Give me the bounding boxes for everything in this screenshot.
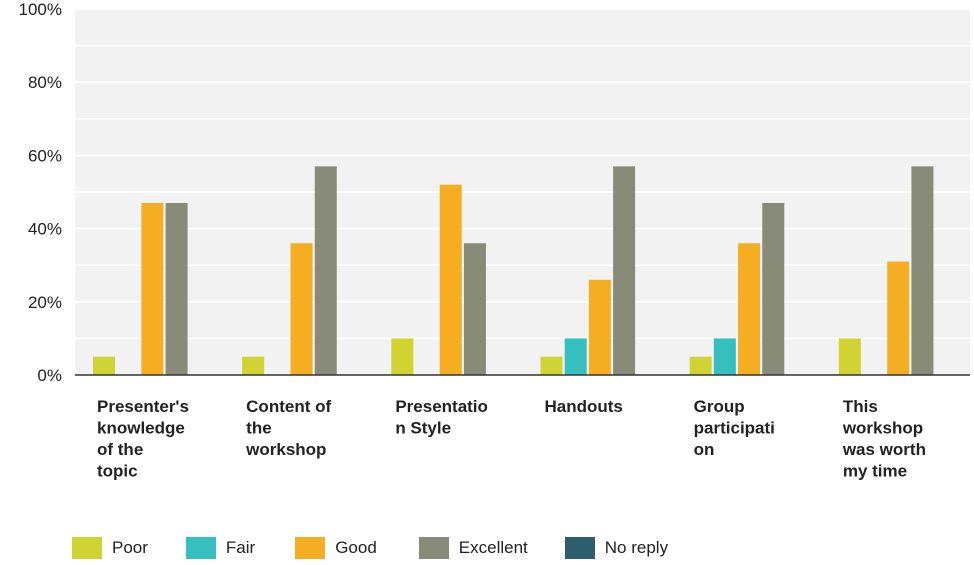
bar-good [291,243,313,375]
bar-excellent [464,243,486,375]
bar-poor [93,357,115,375]
bar-poor [541,357,563,375]
legend-item-fair: Fair [186,537,255,559]
x-category-label: Presenter's knowledge of the topic [97,397,189,481]
x-category-label: Presentatio n Style [395,397,488,438]
legend-swatch [419,537,449,559]
bar-good [440,185,462,375]
x-category-label: Group participati on [694,397,775,459]
y-tick-label: 80% [28,73,62,92]
legend-item-excellent: Excellent [419,537,528,559]
bar-good [738,243,760,375]
legend-item-no-reply: No reply [565,537,668,559]
bar-fair [714,338,736,375]
y-tick-label: 0% [37,366,62,385]
bar-good [141,203,163,375]
y-tick-label: 100% [19,0,62,19]
bar-poor [690,357,712,375]
legend-swatch [72,537,102,559]
y-tick-label: 40% [28,220,62,239]
legend-label: Good [335,538,377,558]
legend-label: No reply [605,538,668,558]
x-category-label: Content of the workshop [245,397,331,459]
bar-excellent [911,166,933,375]
bar-poor [242,357,264,375]
legend-swatch [186,537,216,559]
bar-fair [565,338,587,375]
legend-item-poor: Poor [72,537,148,559]
bar-good [887,262,909,375]
bar-excellent [613,166,635,375]
bar-excellent [762,203,784,375]
legend-label: Fair [226,538,255,558]
legend-swatch [565,537,595,559]
x-category-label: This workshop was worth my time [842,397,926,481]
x-category-label: Handouts [545,397,623,416]
bar-good [589,280,611,375]
legend-label: Excellent [459,538,528,558]
bar-poor [391,338,413,375]
legend-label: Poor [112,538,148,558]
bar-excellent [166,203,188,375]
y-tick-label: 20% [28,293,62,312]
bar-excellent [315,166,337,375]
legend-item-good: Good [295,537,377,559]
bar-poor [839,338,861,375]
legend: Poor Fair Good Excellent No reply [72,537,668,559]
legend-swatch [295,537,325,559]
chart: 0% 20% 40% 60% 80% 100% Presenter's knowledge of… [0,0,974,530]
y-tick-label: 60% [28,146,62,165]
